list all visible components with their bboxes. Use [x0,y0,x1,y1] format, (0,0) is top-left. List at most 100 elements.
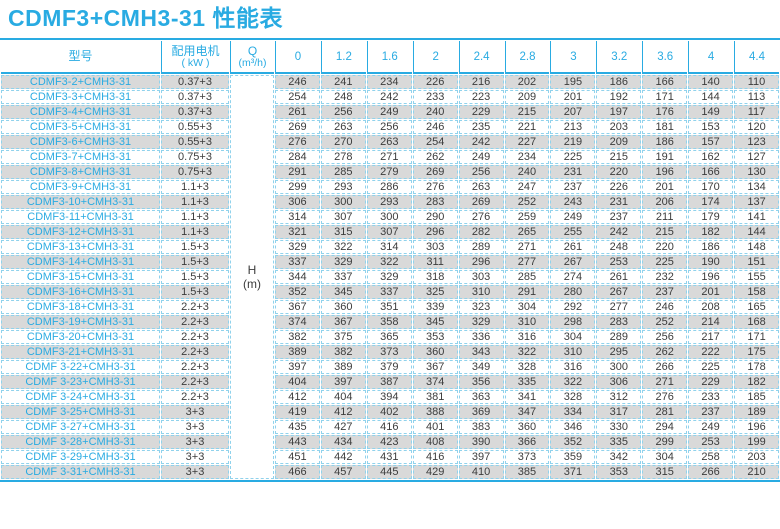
head-value-cell: 261 [596,270,642,284]
head-value-cell: 277 [504,255,550,269]
head-value-cell: 258 [688,450,734,464]
head-value-cell: 199 [734,435,779,449]
head-value-cell: 300 [320,195,366,209]
head-value-cell: 249 [458,150,504,164]
head-value-cell: 261 [550,240,596,254]
head-value-cell: 178 [734,360,779,374]
head-value-cell: 186 [688,240,734,254]
head-value-cell: 404 [320,390,366,404]
head-value-cell: 185 [734,390,779,404]
head-value-cell: 237 [688,405,734,419]
head-value-cell: 322 [320,240,366,254]
head-value-cell: 321 [275,225,320,239]
head-value-cell: 402 [366,405,412,419]
head-value-cell: 270 [320,135,366,149]
head-value-cell: 285 [320,165,366,179]
motor-power-cell: 2.2+3 [161,375,229,389]
head-value-cell: 203 [596,120,642,134]
head-value-cell: 365 [366,330,412,344]
table-row: CDMF3-2+CMH3-31 0.37+3 H (m) 246 241 234 226 216… [1,75,779,479]
head-value-cell: 353 [596,465,642,479]
header-cell-flow: Q (m³/h) [230,41,274,74]
head-value-cell: 240 [504,165,550,179]
head-value-cell: 210 [734,465,779,479]
head-value-cell: 153 [688,120,734,134]
head-value-cell: 375 [320,330,366,344]
motor-power-cell: 1.5+3 [161,255,229,269]
head-value-cell: 110 [734,75,779,89]
head-value-cell: 401 [412,420,458,434]
head-value-cell: 299 [275,180,320,194]
head-value-cell: 451 [275,450,320,464]
head-value-cell: 359 [550,450,596,464]
head-value-cell: 307 [366,225,412,239]
head-value-cell: 304 [504,300,550,314]
table-row: CDMF3-20+CMH3-31 2.2+3 382 375 365 353 336 316 3… [1,330,779,344]
head-value-cell: 206 [642,195,688,209]
head-value-cell: 310 [550,345,596,359]
head-value-cell: 174 [688,195,734,209]
head-value-cell: 219 [550,135,596,149]
head-value-cell: 223 [458,90,504,104]
head-value-cell: 211 [642,210,688,224]
head-value-cell: 274 [550,270,596,284]
head-value-cell: 253 [688,435,734,449]
head-value-cell: 162 [688,150,734,164]
table-row: CDMF3-5+CMH3-31 0.55+3 269 263 256 246 235 221 2… [1,120,779,134]
head-value-cell: 209 [504,90,550,104]
head-value-cell: 255 [550,225,596,239]
head-value-cell: 276 [275,135,320,149]
head-value-cell: 416 [412,450,458,464]
head-value-cell: 303 [458,270,504,284]
head-value-cell: 249 [688,420,734,434]
head-value-cell: 256 [642,330,688,344]
model-cell: CDMF3-15+CMH3-31 [1,270,160,284]
head-value-cell: 352 [275,285,320,299]
head-value-cell: 117 [734,105,779,119]
head-value-cell: 176 [642,105,688,119]
head-value-cell: 291 [275,165,320,179]
header-cell-flow-2.8: 2.8 [504,41,550,74]
table-row: CDMF 3-27+CMH3-31 3+3 435 427 416 401 383 360 34… [1,420,779,434]
model-cell: CDMF 3-27+CMH3-31 [1,420,160,434]
head-value-cell: 248 [596,240,642,254]
model-cell: CDMF3-2+CMH3-31 [1,75,160,89]
head-value-cell: 290 [412,210,458,224]
head-value-cell: 285 [504,270,550,284]
head-value-cell: 443 [275,435,320,449]
head-value-cell: 222 [688,345,734,359]
motor-power-cell: 3+3 [161,450,229,464]
table-row: CDMF3-3+CMH3-31 0.37+3 254 248 242 233 223 209 2… [1,90,779,104]
head-value-cell: 356 [458,375,504,389]
head-value-cell: 237 [642,285,688,299]
head-value-cell: 286 [366,180,412,194]
head-value-cell: 334 [550,405,596,419]
head-value-cell: 337 [366,285,412,299]
head-unit-symbol: H [247,263,257,277]
head-value-cell: 312 [596,390,642,404]
model-cell: CDMF 3-23+CMH3-31 [1,375,160,389]
header-cell-model: 型号 [1,41,160,74]
header-flow-unit: (m³/h) [238,56,267,69]
header-cell-flow-3.6: 3.6 [642,41,688,74]
head-value-cell: 383 [458,420,504,434]
head-value-cell: 329 [366,270,412,284]
head-value-cell: 373 [504,450,550,464]
head-value-cell: 382 [320,345,366,359]
model-cell: CDMF3-8+CMH3-31 [1,165,160,179]
table-row: CDMF3-6+CMH3-31 0.55+3 276 270 263 254 242 227 2… [1,135,779,149]
head-value-cell: 234 [504,150,550,164]
header-cell-flow-4.4: 4.4 [734,41,779,74]
head-value-cell: 306 [275,195,320,209]
head-value-cell: 337 [275,255,320,269]
table-row: CDMF3-21+CMH3-31 2.2+3 389 382 373 360 343 322 3… [1,345,779,359]
page-title: CDMF3+CMH3-31 性能表 [8,5,283,31]
head-value-cell: 349 [458,360,504,374]
head-value-cell: 296 [412,225,458,239]
head-value-cell: 389 [275,345,320,359]
head-value-cell: 247 [504,180,550,194]
head-value-cell: 282 [458,225,504,239]
head-value-cell: 314 [366,240,412,254]
head-value-cell: 337 [320,270,366,284]
